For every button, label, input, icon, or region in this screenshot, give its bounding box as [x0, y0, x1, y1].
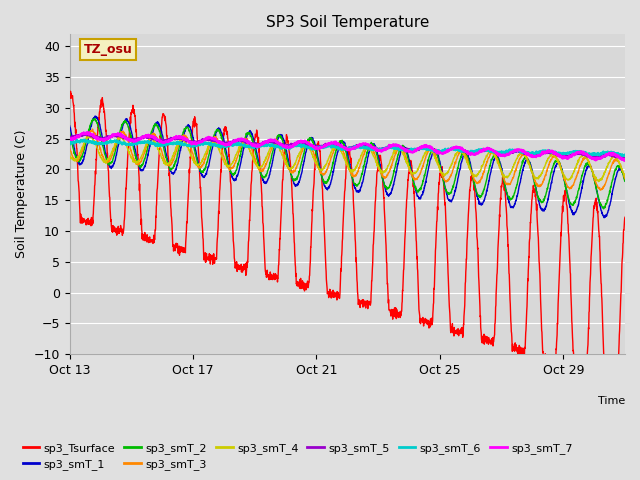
Line: sp3_smT_7: sp3_smT_7 — [70, 132, 625, 161]
sp3_smT_7 — [621, 156, 629, 162]
sp3_smT_7 — [364, 142, 371, 147]
sp3_smT_3 — [621, 176, 629, 181]
sp3_smT_3 — [89, 126, 97, 132]
sp3_Tsurface — [621, 215, 629, 220]
sp3_Tsurface — [376, 157, 383, 163]
sp3_smT_3 — [588, 166, 595, 171]
sp3_smT_4 — [364, 145, 371, 151]
sp3_smT_4 — [588, 167, 595, 172]
sp3_smT_4 — [221, 161, 228, 167]
sp3_smT_1 — [588, 167, 595, 172]
Line: sp3_smT_3: sp3_smT_3 — [70, 129, 625, 190]
Line: sp3_smT_4: sp3_smT_4 — [70, 135, 625, 181]
sp3_smT_1 — [376, 160, 383, 166]
sp3_Tsurface — [66, 93, 74, 98]
Text: Time: Time — [598, 396, 625, 406]
sp3_smT_4 — [376, 168, 383, 173]
sp3_smT_7 — [376, 147, 383, 153]
sp3_smT_1 — [621, 178, 629, 184]
sp3_smT_2 — [621, 179, 629, 184]
sp3_smT_7 — [509, 149, 516, 155]
sp3_smT_2 — [221, 147, 228, 153]
sp3_smT_6 — [376, 147, 383, 153]
sp3_smT_5 — [376, 145, 383, 151]
sp3_smT_7 — [620, 158, 628, 164]
sp3_smT_1 — [364, 156, 371, 161]
sp3_smT_6 — [572, 148, 580, 154]
sp3_smT_2 — [90, 116, 98, 121]
Line: sp3_smT_5: sp3_smT_5 — [70, 132, 625, 160]
sp3_smT_4 — [66, 153, 74, 158]
sp3_smT_1 — [66, 123, 74, 129]
sp3_smT_4 — [595, 179, 602, 184]
sp3_smT_3 — [376, 167, 383, 172]
sp3_smT_5 — [80, 130, 88, 135]
sp3_smT_5 — [588, 155, 595, 160]
sp3_smT_3 — [509, 176, 516, 181]
sp3_smT_5 — [621, 156, 629, 162]
sp3_Tsurface — [588, 245, 595, 251]
sp3_smT_6 — [80, 137, 88, 143]
sp3_Tsurface — [364, 298, 371, 303]
sp3_smT_4 — [509, 164, 516, 169]
sp3_smT_5 — [509, 148, 516, 154]
Line: sp3_smT_2: sp3_smT_2 — [70, 119, 625, 209]
sp3_smT_6 — [621, 152, 629, 157]
sp3_smT_1 — [92, 113, 99, 119]
sp3_smT_2 — [600, 206, 607, 212]
sp3_smT_2 — [364, 148, 371, 154]
sp3_smT_7 — [572, 150, 580, 156]
sp3_smT_1 — [600, 215, 608, 221]
sp3_smT_6 — [618, 153, 625, 159]
sp3_smT_5 — [66, 135, 74, 141]
sp3_smT_3 — [596, 187, 604, 193]
sp3_smT_4 — [621, 174, 629, 180]
sp3_smT_3 — [364, 145, 371, 151]
sp3_smT_1 — [221, 141, 228, 147]
sp3_smT_5 — [364, 143, 371, 149]
Line: sp3_smT_6: sp3_smT_6 — [70, 140, 625, 156]
Title: SP3 Soil Temperature: SP3 Soil Temperature — [266, 15, 429, 30]
sp3_smT_4 — [86, 132, 94, 138]
Line: sp3_Tsurface: sp3_Tsurface — [70, 91, 625, 385]
sp3_smT_4 — [572, 164, 580, 169]
sp3_Tsurface — [221, 124, 228, 130]
Legend: sp3_Tsurface, sp3_smT_1, sp3_smT_2, sp3_smT_3, sp3_smT_4, sp3_smT_5, sp3_smT_6, : sp3_Tsurface, sp3_smT_1, sp3_smT_2, sp3_… — [19, 438, 577, 474]
sp3_smT_6 — [66, 142, 74, 147]
Y-axis label: Soil Temperature (C): Soil Temperature (C) — [15, 130, 28, 258]
sp3_smT_2 — [588, 167, 595, 172]
sp3_smT_2 — [572, 196, 580, 202]
sp3_smT_7 — [83, 130, 91, 135]
sp3_smT_1 — [572, 208, 580, 214]
sp3_smT_3 — [66, 145, 74, 151]
sp3_Tsurface — [67, 88, 74, 94]
sp3_smT_1 — [509, 204, 516, 210]
sp3_smT_5 — [620, 157, 628, 163]
sp3_smT_6 — [221, 144, 228, 150]
sp3_smT_2 — [509, 195, 516, 201]
sp3_smT_7 — [66, 136, 74, 142]
sp3_smT_5 — [572, 151, 580, 156]
sp3_smT_2 — [66, 130, 74, 135]
sp3_Tsurface — [509, 348, 516, 353]
Text: TZ_osu: TZ_osu — [84, 43, 132, 56]
sp3_Tsurface — [572, 364, 580, 370]
sp3_smT_6 — [588, 151, 595, 157]
sp3_smT_3 — [221, 156, 228, 162]
Line: sp3_smT_1: sp3_smT_1 — [70, 116, 625, 218]
sp3_smT_3 — [572, 175, 580, 180]
sp3_smT_6 — [364, 145, 371, 151]
sp3_smT_7 — [588, 156, 595, 161]
sp3_smT_5 — [221, 141, 228, 147]
sp3_smT_7 — [221, 142, 228, 148]
sp3_smT_6 — [509, 147, 516, 153]
sp3_smT_2 — [376, 164, 383, 170]
sp3_Tsurface — [609, 383, 617, 388]
